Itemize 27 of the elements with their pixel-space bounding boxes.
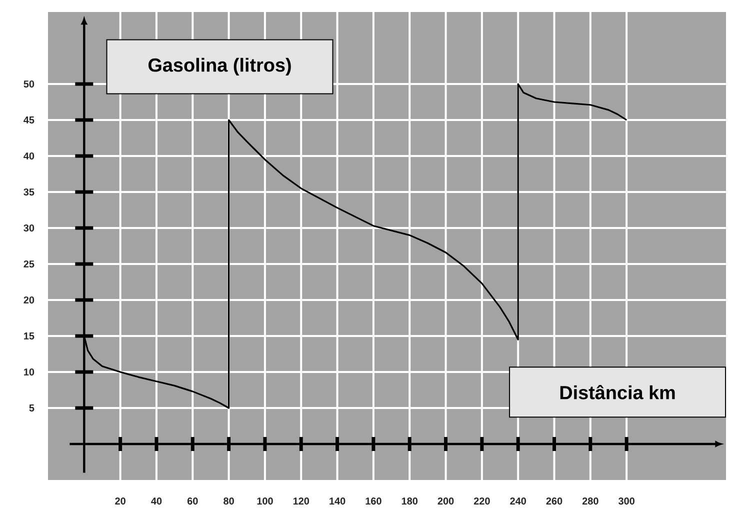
x-tick-label: 160: [366, 498, 382, 505]
x-tick-label: 100: [257, 498, 273, 505]
x-tick-label: 20: [115, 498, 126, 505]
y-tick-label: 30: [24, 224, 34, 232]
x-tick-label: 40: [151, 498, 162, 505]
x-tick-label: 220: [474, 498, 490, 505]
x-tick-label: 60: [187, 498, 198, 505]
y-tick-label: 45: [24, 116, 34, 124]
x-tick-label: 300: [618, 498, 634, 505]
x-axis-title: Distância km: [560, 385, 675, 400]
y-tick-label: 50: [24, 80, 34, 88]
y-tick-label: 15: [24, 332, 34, 340]
x-tick-label: 80: [224, 498, 234, 505]
x-tick-label: 200: [438, 498, 454, 505]
x-tick-label: 260: [546, 498, 562, 505]
y-tick-label: 40: [24, 152, 34, 160]
y-tick-label: 35: [24, 188, 34, 196]
x-tick-label: 240: [510, 498, 526, 505]
y-axis-title: Gasolina (litros): [148, 58, 291, 76]
x-tick-label: 140: [330, 498, 346, 505]
x-tick-label: 120: [293, 498, 310, 505]
y-tick-label: 20: [24, 296, 34, 304]
y-tick-label: 5: [29, 404, 34, 412]
y-tick-label: 25: [24, 260, 34, 268]
x-tick-label: 280: [582, 498, 598, 505]
y-tick-label: 10: [24, 368, 34, 376]
x-tick-label: 180: [402, 498, 418, 505]
